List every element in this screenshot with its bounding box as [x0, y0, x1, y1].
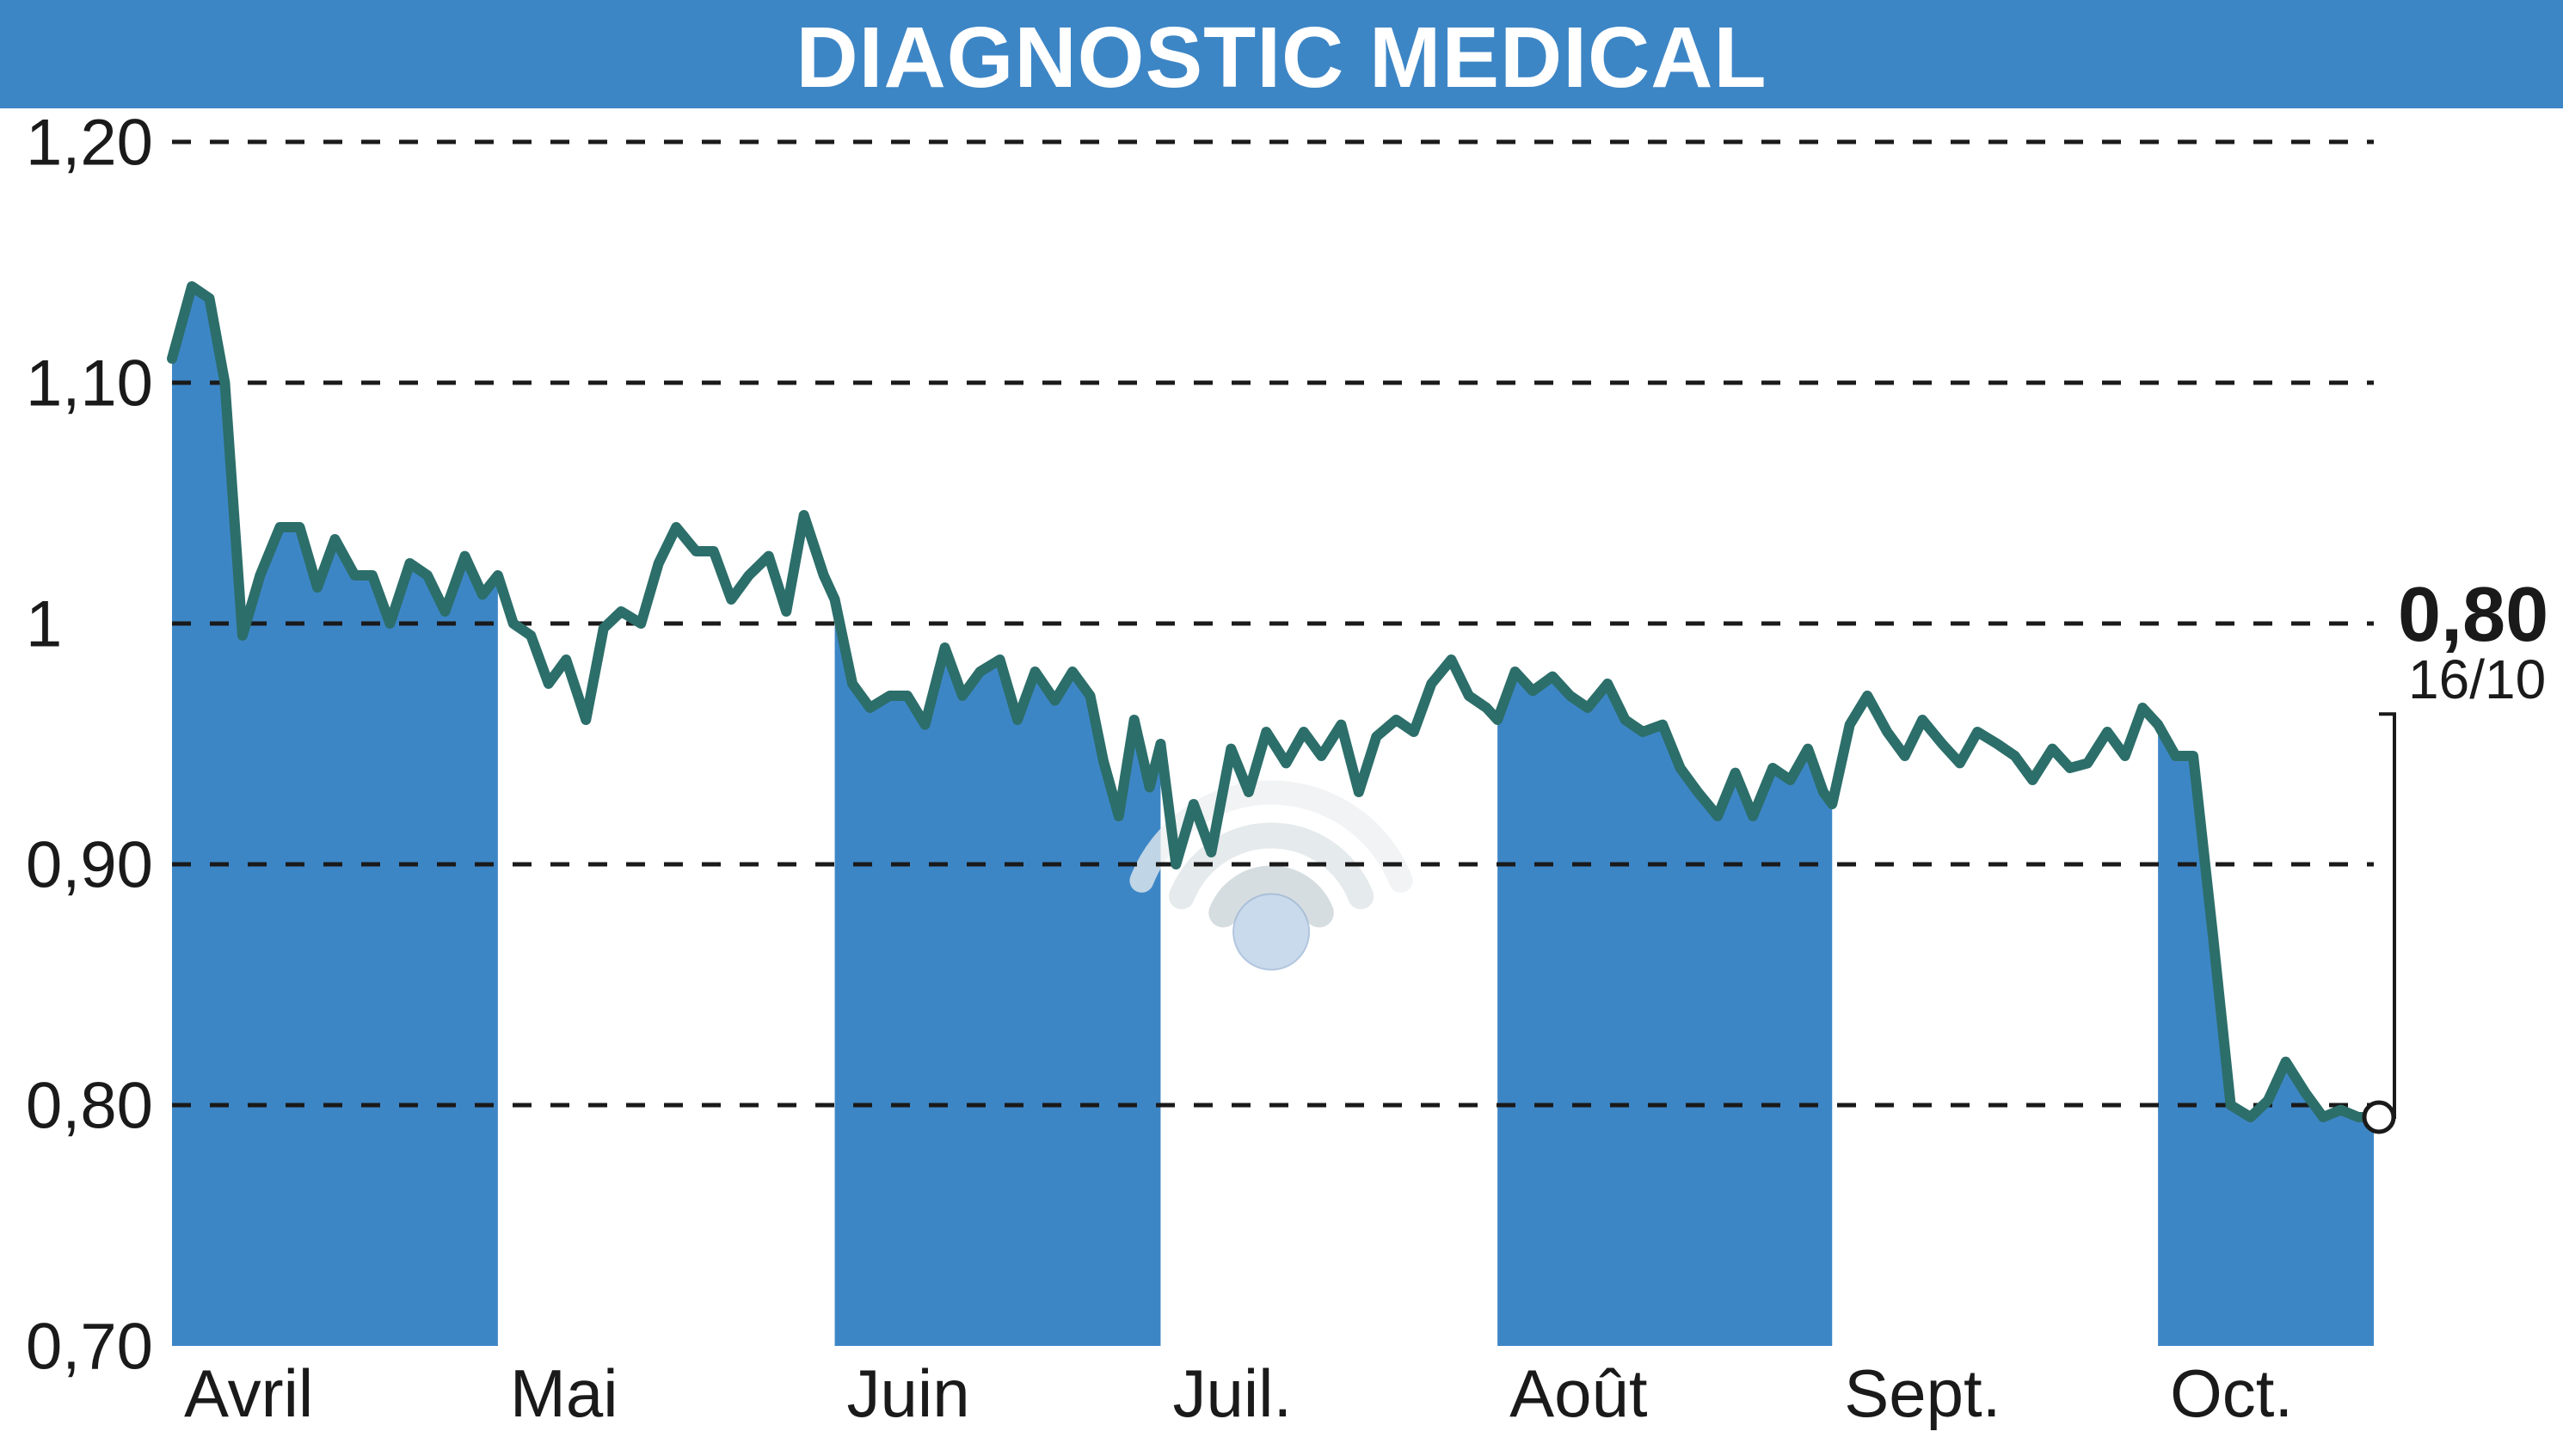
- callout-bracket: [2379, 714, 2394, 1117]
- chart-title: DIAGNOSTIC MEDICAL: [796, 9, 1767, 106]
- watermark: [1141, 793, 1400, 970]
- chart-svg: DIAGNOSTIC MEDICAL 1,20 1,10 1 0,90 0,80 0,70 A…: [0, 0, 2563, 1456]
- y-tick-label: 1: [26, 588, 62, 661]
- x-tick-label: Août: [1509, 1355, 1648, 1431]
- y-axis-labels: 1,20 1,10 1 0,90 0,80 0,70: [26, 107, 153, 1384]
- end-marker: [2364, 1103, 2394, 1132]
- month-bands: [172, 286, 2374, 1346]
- y-tick-label: 1,10: [26, 347, 153, 421]
- end-value: 0,80: [2398, 572, 2548, 658]
- x-tick-label: Oct.: [2170, 1355, 2293, 1431]
- y-tick-label: 0,80: [26, 1070, 153, 1143]
- x-tick-label: Avril: [184, 1355, 313, 1431]
- x-tick-label: Juin: [847, 1355, 970, 1431]
- end-date: 16/10: [2408, 648, 2546, 710]
- stock-chart: DIAGNOSTIC MEDICAL 1,20 1,10 1 0,90 0,80 0,70 A…: [0, 0, 2563, 1456]
- x-tick-label: Sept.: [1844, 1355, 2001, 1431]
- month-band: [2158, 725, 2374, 1346]
- watermark-dot: [1233, 894, 1309, 970]
- month-band: [835, 599, 1161, 1346]
- y-tick-label: 0,70: [26, 1311, 153, 1384]
- y-tick-label: 1,20: [26, 107, 153, 180]
- x-tick-label: Juil.: [1172, 1355, 1292, 1431]
- end-callout: 0,8016/10: [2379, 572, 2548, 1117]
- price-line: [172, 286, 2374, 1117]
- x-axis-labels: Avril Mai Juin Juil. Août Sept. Oct.: [184, 1355, 2293, 1431]
- month-band: [172, 286, 498, 1346]
- y-tick-label: 0,90: [26, 829, 153, 902]
- x-tick-label: Mai: [510, 1355, 618, 1431]
